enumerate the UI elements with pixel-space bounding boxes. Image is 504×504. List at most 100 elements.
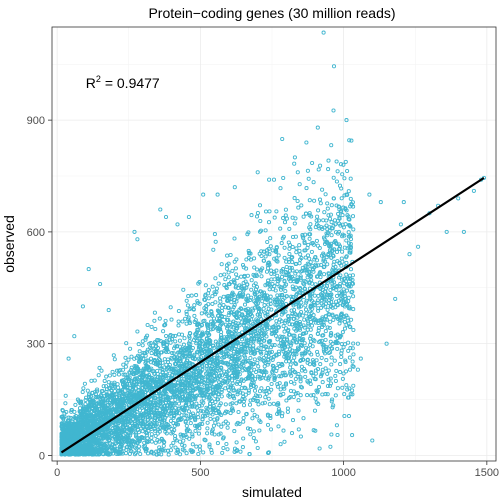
data-point bbox=[351, 341, 356, 346]
data-point bbox=[320, 315, 325, 320]
data-point bbox=[316, 385, 322, 390]
data-point bbox=[332, 280, 337, 285]
data-point bbox=[329, 203, 334, 208]
data-point bbox=[130, 417, 135, 422]
data-point bbox=[288, 347, 293, 352]
data-point bbox=[347, 282, 352, 287]
data-point bbox=[246, 248, 251, 253]
data-point bbox=[298, 376, 303, 381]
data-point bbox=[311, 373, 316, 378]
data-point bbox=[265, 422, 271, 427]
data-point bbox=[251, 361, 256, 367]
data-point bbox=[102, 378, 107, 383]
data-point bbox=[93, 392, 98, 397]
data-point bbox=[120, 417, 125, 422]
data-point bbox=[145, 358, 150, 363]
data-point bbox=[194, 341, 199, 346]
data-point bbox=[189, 450, 195, 455]
data-point bbox=[103, 445, 108, 450]
data-point bbox=[268, 415, 273, 421]
data-point bbox=[146, 372, 152, 378]
data-point bbox=[287, 265, 292, 270]
data-point bbox=[294, 246, 299, 251]
data-point bbox=[219, 335, 224, 340]
data-point bbox=[281, 341, 286, 346]
data-point bbox=[213, 394, 218, 399]
data-point bbox=[235, 392, 240, 397]
data-point bbox=[287, 332, 292, 337]
data-point bbox=[298, 257, 303, 262]
data-point bbox=[281, 267, 286, 272]
data-point bbox=[346, 340, 351, 345]
data-point bbox=[315, 388, 320, 394]
data-point bbox=[129, 429, 134, 434]
data-point bbox=[241, 394, 246, 399]
data-point bbox=[146, 428, 151, 433]
data-point bbox=[202, 297, 208, 303]
data-point bbox=[331, 108, 336, 113]
data-point bbox=[308, 227, 313, 232]
data-point bbox=[239, 361, 245, 366]
data-point bbox=[208, 416, 213, 421]
data-point bbox=[310, 344, 315, 349]
data-point bbox=[273, 329, 278, 334]
data-point bbox=[181, 287, 186, 292]
data-point bbox=[158, 372, 163, 377]
data-point bbox=[219, 394, 224, 399]
data-point bbox=[180, 447, 185, 452]
data-point bbox=[326, 158, 331, 163]
data-point bbox=[93, 389, 98, 394]
data-point bbox=[211, 374, 217, 379]
data-point bbox=[218, 299, 223, 304]
data-point bbox=[209, 312, 214, 317]
data-point bbox=[239, 313, 244, 318]
data-point bbox=[138, 451, 143, 457]
data-point bbox=[177, 338, 182, 343]
data-point bbox=[190, 442, 195, 447]
data-point bbox=[118, 368, 123, 373]
data-point bbox=[212, 432, 217, 437]
data-point bbox=[253, 292, 258, 297]
data-point bbox=[319, 372, 324, 377]
data-point bbox=[81, 386, 86, 391]
data-point bbox=[263, 311, 268, 316]
data-point bbox=[252, 265, 257, 270]
data-point bbox=[343, 159, 348, 164]
data-point bbox=[208, 401, 213, 406]
data-point bbox=[239, 378, 244, 383]
data-point bbox=[314, 358, 319, 363]
data-point bbox=[241, 415, 246, 421]
data-point bbox=[211, 247, 216, 252]
data-point bbox=[206, 296, 211, 301]
data-point bbox=[242, 385, 247, 390]
data-point bbox=[347, 324, 352, 329]
data-point bbox=[290, 234, 296, 240]
data-point bbox=[226, 281, 231, 287]
data-point bbox=[325, 383, 330, 389]
data-point bbox=[334, 293, 340, 299]
data-point bbox=[153, 351, 158, 357]
data-point bbox=[351, 294, 356, 299]
data-point bbox=[169, 431, 174, 436]
data-point bbox=[297, 304, 302, 309]
data-point bbox=[214, 390, 219, 395]
data-point bbox=[350, 363, 355, 369]
data-point bbox=[266, 375, 271, 381]
data-point bbox=[153, 326, 158, 332]
data-point bbox=[340, 249, 345, 254]
data-point bbox=[265, 239, 270, 245]
data-point bbox=[284, 341, 289, 346]
data-point bbox=[348, 196, 353, 201]
data-point bbox=[70, 425, 76, 430]
data-point bbox=[233, 285, 238, 290]
data-point bbox=[275, 337, 280, 342]
data-point bbox=[107, 373, 112, 378]
data-point bbox=[189, 448, 194, 453]
chart-title: Protein−coding genes (30 million reads) bbox=[148, 5, 395, 21]
data-point bbox=[187, 350, 193, 355]
data-point bbox=[338, 333, 343, 338]
data-point bbox=[171, 351, 176, 356]
data-point bbox=[221, 445, 226, 451]
data-point bbox=[342, 281, 347, 286]
data-point bbox=[175, 447, 180, 452]
